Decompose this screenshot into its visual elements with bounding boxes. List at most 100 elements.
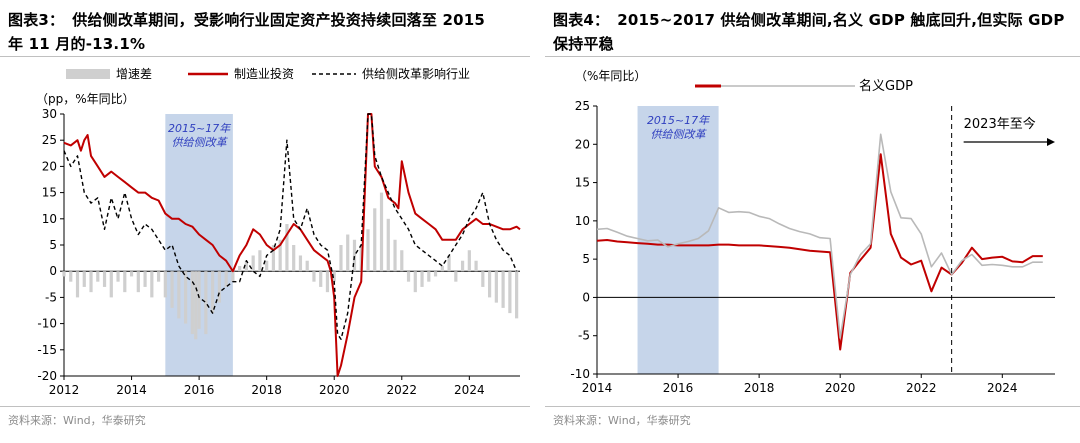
right-ytick-label: 20 bbox=[575, 137, 590, 151]
bar-mark bbox=[102, 271, 107, 287]
right-figure-label: 图表4： bbox=[553, 11, 610, 29]
bar-mark bbox=[75, 271, 80, 298]
left-shade-label-1: 2015~17年 bbox=[168, 122, 231, 135]
bar-mark bbox=[440, 265, 444, 272]
left-ytick-label: 10 bbox=[42, 212, 57, 226]
bar-mark bbox=[454, 271, 458, 282]
legend-label-1: 制造业投资 bbox=[234, 66, 294, 81]
bar-mark bbox=[413, 271, 417, 293]
bar-mark bbox=[467, 250, 471, 272]
bar-mark bbox=[400, 250, 404, 272]
bar-mark bbox=[224, 271, 228, 287]
bar-mark bbox=[278, 239, 282, 272]
bar-mark bbox=[156, 271, 161, 282]
bar-mark bbox=[170, 271, 174, 308]
left-bottom-rule bbox=[0, 406, 530, 407]
bar-mark bbox=[109, 271, 113, 298]
right-ytick-label: -5 bbox=[578, 329, 590, 343]
left-title-line1: 供给侧改革期间，受影响行业固定资产投资持续回落至 2015 bbox=[72, 11, 486, 29]
left-xtick-label: 2022 bbox=[387, 383, 418, 397]
right-vline-label: 2023年至今 bbox=[964, 116, 1036, 132]
bar-mark bbox=[292, 245, 296, 272]
bar-mark bbox=[346, 234, 350, 272]
bar-mark bbox=[96, 271, 100, 282]
legend-label-nominal-gdp: 名义GDP bbox=[859, 78, 913, 94]
left-ylabel: （pp，%年同比） bbox=[36, 92, 135, 106]
bar-mark bbox=[123, 271, 127, 293]
left-xtick-label: 2016 bbox=[184, 383, 215, 397]
legend-swatch-bar bbox=[66, 69, 110, 79]
bar-mark bbox=[488, 271, 492, 298]
left-xtick-label: 2012 bbox=[49, 383, 80, 397]
bar-mark bbox=[325, 271, 330, 293]
right-title-line2: 保持平稳 bbox=[553, 35, 614, 53]
left-figure-label: 图表3： bbox=[8, 11, 65, 29]
right-series-line-1 bbox=[596, 133, 1043, 339]
right-series-line-0 bbox=[596, 153, 1043, 351]
legend-label-0: 增速差 bbox=[116, 67, 152, 81]
bar-mark bbox=[427, 271, 431, 282]
bar-mark bbox=[319, 271, 323, 287]
right-xtick-label: 2018 bbox=[744, 381, 775, 395]
bar-mark bbox=[352, 239, 357, 272]
left-shade-band bbox=[165, 114, 233, 376]
left-series-line-2 bbox=[63, 113, 518, 340]
bar-mark bbox=[474, 260, 478, 272]
bar-mark bbox=[150, 271, 154, 298]
right-xtick-label: 2022 bbox=[906, 381, 937, 395]
bar-mark bbox=[501, 271, 505, 308]
left-xtick-label: 2020 bbox=[319, 383, 350, 397]
left-ytick-label: 30 bbox=[42, 107, 57, 121]
bar-mark bbox=[69, 271, 73, 282]
right-title-line1: 2015~2017 供给侧改革期间,名义 GDP 触底回升,但实际 GDP bbox=[617, 11, 1065, 29]
bar-mark bbox=[332, 271, 336, 282]
bar-mark bbox=[89, 271, 93, 293]
left-xtick-label: 2024 bbox=[454, 383, 485, 397]
bar-mark bbox=[481, 271, 485, 287]
right-ylabel: （%年同比） bbox=[575, 69, 646, 83]
bar-mark bbox=[305, 260, 309, 272]
right-title: 图表4： 2015~2017 供给侧改革期间,名义 GDP 触底回升,但实际 GD… bbox=[553, 8, 1076, 56]
bar-mark bbox=[194, 271, 198, 340]
right-ytick-label: 25 bbox=[575, 99, 590, 113]
right-panel: 图表4： 2015~2017 供给侧改革期间,名义 GDP 触底回升,但实际 GD… bbox=[545, 0, 1080, 443]
bar-mark bbox=[265, 260, 269, 272]
left-shade-label-2: 供给侧改革 bbox=[172, 136, 229, 149]
left-ytick-label: 15 bbox=[42, 186, 57, 200]
left-ytick-label: 20 bbox=[42, 159, 57, 173]
left-ytick-label: -5 bbox=[45, 290, 57, 304]
bar-mark bbox=[508, 271, 512, 314]
legend-label-2: 供给侧改革影响行业 bbox=[362, 66, 470, 81]
bar-mark bbox=[447, 255, 451, 272]
bar-mark bbox=[339, 245, 343, 272]
bar-mark bbox=[184, 271, 188, 324]
bar-mark bbox=[298, 255, 303, 272]
bar-mark bbox=[406, 271, 411, 282]
left-panel: 图表3： 供给侧改革期间，受影响行业固定资产投资持续回落至 2015 年 11 月… bbox=[0, 0, 530, 443]
bar-mark bbox=[238, 265, 242, 272]
bar-mark bbox=[190, 271, 194, 335]
bar-mark bbox=[217, 271, 221, 303]
bar-mark bbox=[373, 208, 377, 272]
right-xtick-label: 2016 bbox=[663, 381, 694, 395]
bar-mark bbox=[204, 271, 208, 335]
right-ytick-label: 5 bbox=[582, 252, 590, 266]
left-title: 图表3： 供给侧改革期间，受影响行业固定资产投资持续回落至 2015 年 11 月… bbox=[8, 8, 526, 56]
bar-mark bbox=[285, 224, 289, 272]
bar-mark bbox=[251, 255, 255, 272]
right-xtick-label: 2024 bbox=[987, 381, 1018, 395]
bar-mark bbox=[244, 260, 248, 272]
bar-mark bbox=[460, 260, 465, 272]
right-xtick-label: 2014 bbox=[582, 381, 613, 395]
bar-mark bbox=[231, 271, 235, 282]
left-ytick-label: -15 bbox=[37, 343, 57, 357]
left-ytick-label: -10 bbox=[37, 317, 57, 331]
right-ytick-label: -10 bbox=[570, 367, 590, 381]
bar-mark bbox=[197, 271, 201, 329]
bar-mark bbox=[366, 229, 370, 272]
right-xtick-label: 2020 bbox=[825, 381, 856, 395]
left-series-bars bbox=[62, 192, 519, 340]
left-top-rule bbox=[0, 56, 530, 57]
